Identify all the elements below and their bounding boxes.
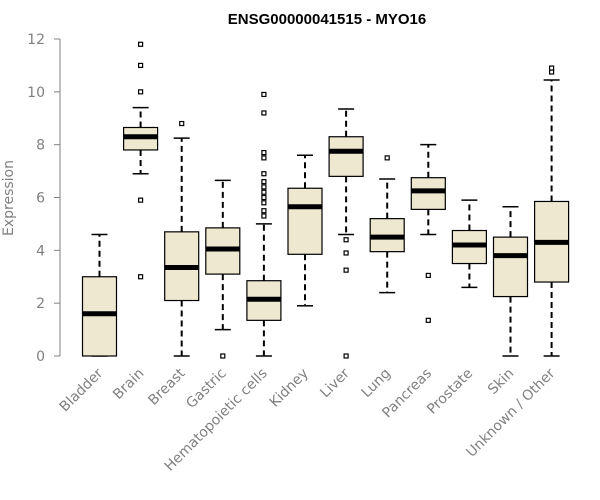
outlier-point bbox=[261, 189, 267, 195]
box-gastric bbox=[205, 179, 241, 359]
outlier-point bbox=[261, 194, 267, 201]
box-body bbox=[287, 187, 323, 255]
outlier-point bbox=[179, 120, 185, 127]
outlier-point bbox=[138, 197, 144, 203]
box-kidney bbox=[287, 154, 323, 307]
y-axis: 0 2 4 6 8 10 12 bbox=[27, 32, 61, 365]
x-category-label: Skin bbox=[485, 366, 517, 398]
outlier-point bbox=[261, 110, 267, 116]
box-lung bbox=[369, 155, 405, 294]
outlier-point bbox=[261, 208, 267, 214]
x-category-label: Liver bbox=[317, 365, 353, 401]
box-unknown-other bbox=[533, 65, 570, 357]
outlier-point bbox=[261, 184, 267, 190]
outlier-point bbox=[425, 272, 431, 279]
outlier-point bbox=[138, 41, 144, 47]
outlier-point bbox=[220, 353, 226, 359]
outlier-point bbox=[261, 149, 267, 156]
outlier-point bbox=[548, 65, 555, 71]
outlier-point bbox=[343, 267, 349, 273]
x-category-label: Prostate bbox=[424, 366, 476, 418]
outlier-point bbox=[261, 213, 267, 219]
box-breast bbox=[164, 120, 200, 357]
outlier-point bbox=[138, 62, 144, 69]
y-tick-label: 2 bbox=[36, 296, 45, 312]
y-tick-label: 6 bbox=[36, 191, 45, 207]
x-category-label: Brain bbox=[110, 366, 147, 403]
box-bladder bbox=[81, 233, 118, 357]
outlier-point bbox=[261, 171, 267, 177]
x-category-label: Bladder bbox=[57, 365, 107, 415]
box-pancreas bbox=[410, 143, 446, 323]
y-axis-title: Expression bbox=[1, 160, 17, 236]
box-prostate bbox=[451, 199, 487, 289]
box-body bbox=[328, 136, 364, 177]
outlier-point bbox=[343, 353, 349, 359]
box-liver bbox=[328, 108, 364, 359]
y-tick-label: 8 bbox=[36, 138, 45, 154]
box-group bbox=[81, 41, 570, 359]
chart-title: ENSG00000041515 - MYO16 bbox=[228, 11, 426, 28]
box-body bbox=[410, 177, 446, 210]
outlier-point bbox=[261, 200, 267, 206]
y-tick-label: 12 bbox=[27, 32, 45, 48]
box-hematopoietic-cells bbox=[246, 91, 282, 357]
outlier-point bbox=[384, 155, 390, 161]
outlier-point bbox=[138, 89, 144, 95]
x-category-label: Kidney bbox=[267, 366, 312, 411]
outlier-point bbox=[138, 274, 144, 280]
x-category-label: Breast bbox=[145, 365, 189, 409]
box-skin bbox=[492, 205, 529, 357]
outlier-point bbox=[261, 155, 267, 161]
outlier-point bbox=[261, 91, 267, 98]
outlier-point bbox=[343, 250, 349, 256]
box-brain bbox=[122, 41, 159, 280]
x-category-label: Lung bbox=[359, 366, 394, 401]
y-tick-label: 10 bbox=[27, 85, 45, 101]
y-tick-label: 0 bbox=[36, 349, 45, 365]
outlier-point bbox=[343, 237, 349, 243]
box-body bbox=[81, 276, 118, 357]
outlier-point bbox=[261, 179, 267, 185]
y-tick-label: 4 bbox=[36, 243, 45, 259]
outlier-point bbox=[425, 317, 431, 323]
box-body bbox=[492, 236, 529, 298]
